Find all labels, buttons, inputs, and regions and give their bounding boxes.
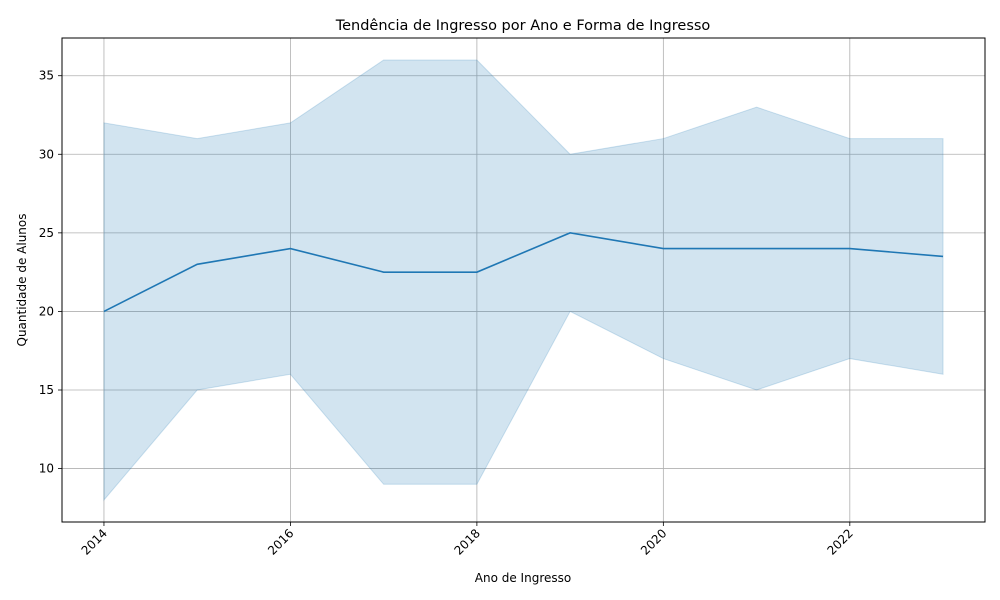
y-axis-label: Quantidade de Alunos <box>15 214 29 347</box>
y-tick-label: 20 <box>39 304 54 318</box>
x-tick-label: 2022 <box>824 526 855 557</box>
x-tick-label: 2018 <box>452 526 483 557</box>
x-axis-label: Ano de Ingresso <box>475 571 571 585</box>
y-tick-label: 25 <box>39 226 54 240</box>
series-line <box>103 232 944 313</box>
x-tick-label: 2016 <box>265 526 296 557</box>
confidence-band <box>103 59 944 502</box>
y-tick-label: 10 <box>39 462 54 476</box>
x-tick-label: 2014 <box>79 526 110 557</box>
y-axis: 10 15 20 25 30 35 <box>39 69 62 476</box>
chart-title: Tendência de Ingresso por Ano e Forma de… <box>335 18 711 34</box>
y-tick-label: 30 <box>39 147 54 161</box>
x-axis: 2014 2016 2018 2020 2022 <box>79 522 856 558</box>
y-tick-label: 15 <box>39 383 54 397</box>
grid-lines <box>62 38 985 522</box>
y-tick-label: 35 <box>39 69 54 83</box>
x-tick-label: 2020 <box>638 526 669 557</box>
plot-frame <box>61 37 986 523</box>
